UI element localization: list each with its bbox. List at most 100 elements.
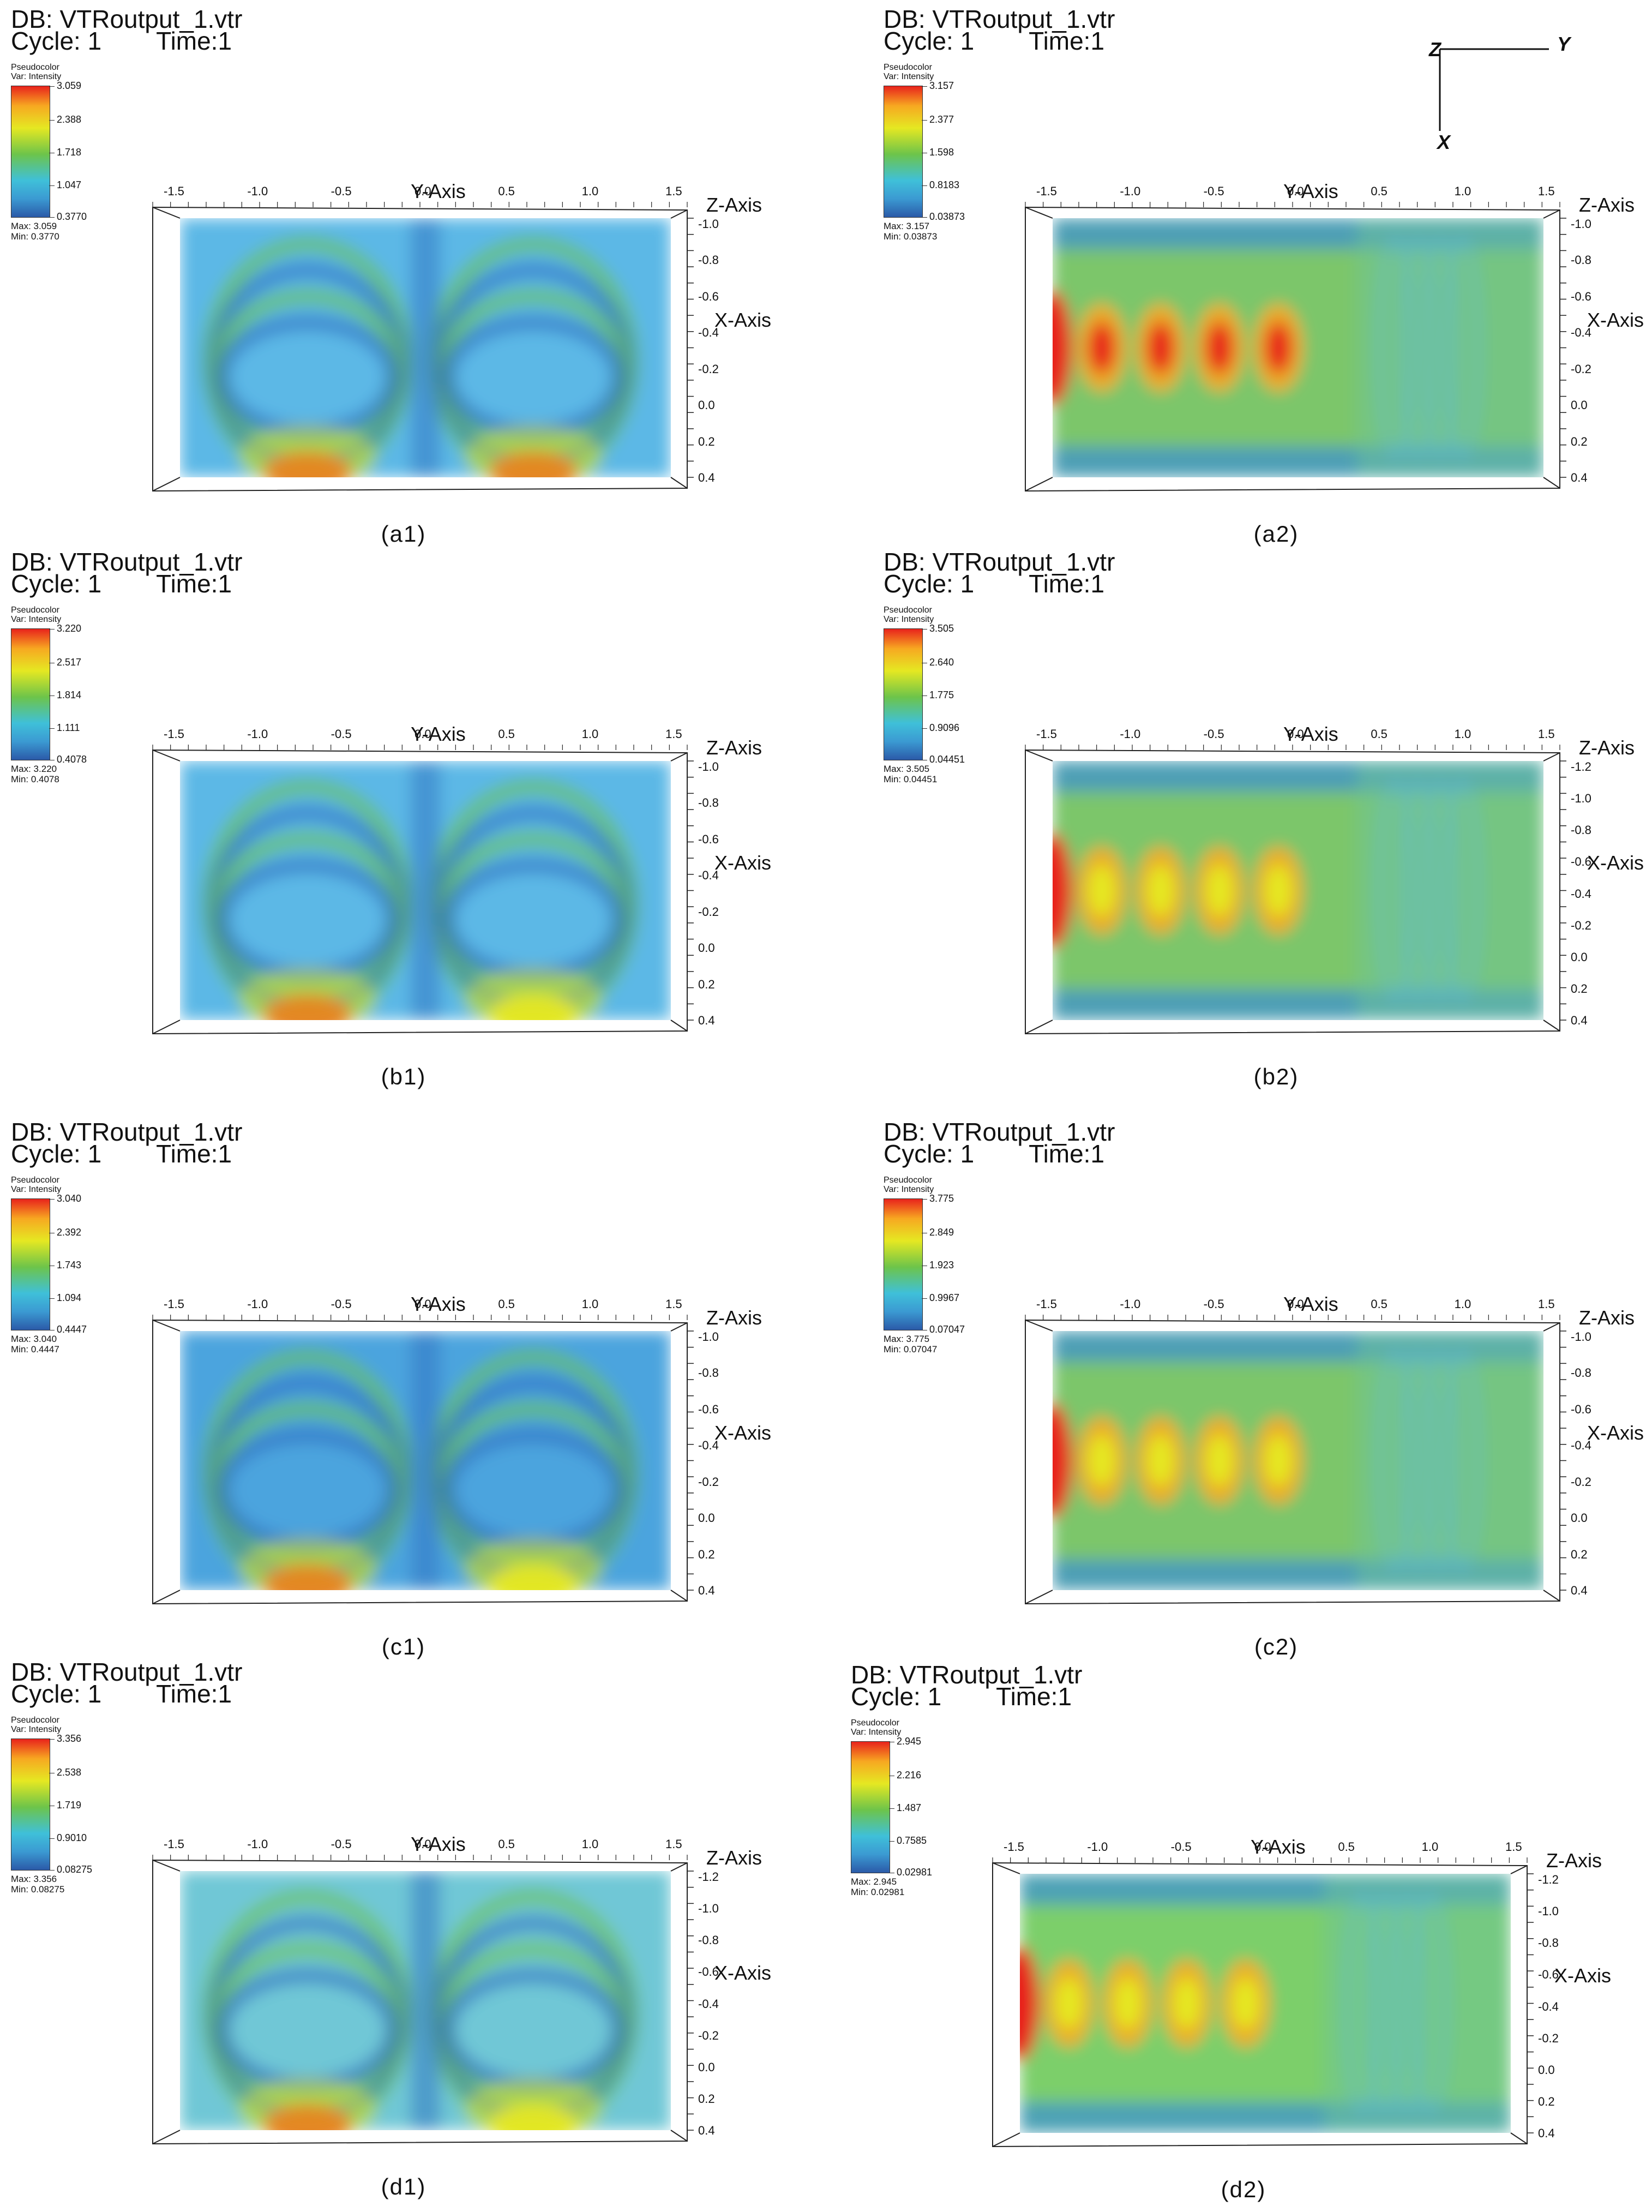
x-tick-label: 0.0	[698, 2060, 715, 2074]
cycle-label: Cycle: 1	[11, 570, 102, 598]
panel-caption: (d1)	[381, 2174, 426, 2199]
x-tick-label: -0.4	[1538, 1999, 1559, 2013]
db-label: DB: VTRoutput_1.vtr	[884, 548, 1115, 576]
colorbar-gradient	[11, 628, 50, 760]
y-tick-label: 0.0	[414, 727, 431, 741]
y-tick-label: 1.5	[1505, 1840, 1522, 1854]
legend-minmax: Max: 2.945 Min: 0.02981	[851, 1877, 904, 1897]
y-tick-label: 1.0	[581, 1297, 599, 1311]
legend-min: Min: 0.04451	[884, 774, 938, 784]
x-axis-title: X-Axis	[1587, 852, 1644, 874]
heat-field-c2	[1053, 1331, 1543, 1590]
x-tick-label: -0.4	[1571, 1438, 1591, 1453]
colorbar-tick-label: 2.216	[889, 1770, 921, 1780]
panel-caption: (d2)	[1221, 2177, 1266, 2202]
panel-header: DB: VTRoutput_1.vtr Cycle: 1 Time:1	[11, 5, 286, 55]
y-tick-label: -1.0	[1120, 727, 1141, 741]
legend-max: Max: 3.505	[884, 764, 930, 774]
x-tick-label: -0.6	[698, 1402, 719, 1416]
y-tick-label: -0.5	[1203, 727, 1224, 741]
colorbar-tick-label: 3.040	[49, 1194, 81, 1203]
colorbar-tick-label: 1.718	[49, 147, 81, 157]
triad-x-label: X	[1437, 131, 1451, 153]
legend-max: Max: 3.059	[11, 221, 57, 231]
db-label: DB: VTRoutput_1.vtr	[884, 5, 1115, 33]
colorbar-tick-label: 0.03873	[922, 212, 965, 221]
panel-header: DB: VTRoutput_1.vtr Cycle: 1 Time:1	[11, 1659, 286, 1708]
x-tick-label: 0.0	[1571, 1511, 1588, 1525]
y-tick-label: -1.0	[247, 727, 268, 741]
z-axis-title: Z-Axis	[706, 194, 762, 216]
x-tick-label: 0.0	[1571, 398, 1588, 412]
legend-title: Pseudocolor	[11, 606, 59, 615]
y-tick-label: 1.5	[665, 1837, 682, 1851]
field-viewport	[1020, 1874, 1511, 2133]
colorbar-legend: Pseudocolor Var: Intensity 2.945 2.216 1.487…	[851, 1718, 1014, 1915]
legend-title: Pseudocolor	[851, 1718, 899, 1728]
legend-var: Var: Intensity	[11, 1725, 62, 1734]
time-label: Time:1	[156, 1680, 232, 1708]
legend-var: Var: Intensity	[884, 1185, 934, 1194]
colorbar-tick-label: 0.4078	[49, 754, 87, 764]
y-tick-label: -1.5	[1036, 184, 1057, 198]
y-tick-label: 1.0	[1454, 1297, 1471, 1311]
legend-min: Min: 0.4447	[11, 1344, 59, 1354]
axis-triad: Z Y X	[1413, 22, 1576, 164]
y-tick-label: -1.5	[164, 1837, 184, 1851]
colorbar-tick-label: 1.598	[922, 147, 954, 157]
x-tick-label: -0.2	[1571, 918, 1591, 932]
plot-svg	[152, 1315, 694, 1605]
legend-title: Pseudocolor	[884, 606, 932, 615]
plot-area: -1.5 -1.0 -0.5 0.0 0.5 1.0 1.5 -1.0 -0.8 -0.6 -0.4…	[147, 180, 818, 521]
colorbar-tick-label: 1.923	[922, 1260, 954, 1270]
y-tick-label: 0.5	[498, 184, 515, 198]
legend-minmax: Max: 3.059 Min: 0.3770	[11, 221, 59, 242]
colorbar-tick-label: 2.945	[889, 1736, 921, 1746]
plot-area: -1.5 -1.0 -0.5 0.0 0.5 1.0 1.5 -1.0 -0.8 -0.6 -0.4…	[1020, 1293, 1652, 1634]
colorbar-gradient	[884, 628, 923, 760]
x-tick-label: -0.6	[1571, 855, 1591, 869]
x-tick-label: -0.2	[1571, 362, 1591, 376]
y-tick-label: 1.5	[665, 184, 682, 198]
heat-field-d2	[1020, 1874, 1511, 2133]
panel-caption: (a1)	[381, 521, 426, 547]
x-tick-label: -0.8	[698, 1933, 719, 1947]
colorbar-tick-label: 2.538	[49, 1767, 81, 1777]
db-label: DB: VTRoutput_1.vtr	[11, 5, 243, 33]
cycle-label: Cycle: 1	[11, 1140, 102, 1168]
panel-caption: (c1)	[381, 1634, 426, 1659]
plot-area: -1.5 -1.0 -0.5 0.0 0.5 1.0 1.5 -1.2 -1.0 -0.8 -0.6…	[987, 1836, 1652, 2177]
heat-field-b2	[1053, 761, 1543, 1020]
legend-title: Pseudocolor	[11, 1716, 59, 1725]
x-tick-label: 0.0	[1538, 2063, 1555, 2077]
colorbar-gradient	[884, 1198, 923, 1330]
y-tick-label: 0.5	[1371, 1297, 1387, 1311]
triad-y-label: Y	[1557, 33, 1571, 55]
x-tick-label: 0.4	[1538, 2126, 1555, 2140]
colorbar-tick-label: 0.9967	[922, 1293, 959, 1303]
y-tick-label: 0.5	[498, 1297, 515, 1311]
z-axis-title: Z-Axis	[706, 1306, 762, 1329]
colorbar-tick-label: 3.220	[49, 624, 81, 633]
colorbar-tick-label: 1.111	[49, 723, 80, 733]
y-tick-label: -0.5	[1203, 1297, 1224, 1311]
y-tick-label: -1.0	[1120, 184, 1141, 198]
x-tick-label: 0.4	[1571, 1014, 1588, 1027]
x-tick-label: -0.8	[698, 1366, 719, 1380]
y-tick-label: 1.0	[581, 184, 599, 198]
z-axis-title: Z-Axis	[1579, 736, 1635, 759]
plot-svg	[1025, 202, 1566, 492]
x-tick-label: -1.0	[698, 1902, 719, 1916]
legend-title: Pseudocolor	[11, 63, 59, 72]
colorbar-tick-label: 3.059	[49, 81, 81, 91]
x-tick-label: 0.0	[698, 1511, 715, 1525]
colorbar-tick-label: 1.719	[49, 1800, 81, 1810]
colorbar-tick-label: 0.08275	[49, 1865, 92, 1874]
panel-header: DB: VTRoutput_1.vtr Cycle: 1 Time:1	[851, 1662, 1126, 1709]
y-tick-label: 1.0	[581, 1837, 599, 1851]
y-axis-title: Y-Axis	[411, 723, 466, 745]
plot-svg	[152, 1855, 694, 2145]
cycle-label: Cycle: 1	[11, 27, 102, 55]
y-tick-label: -1.5	[1004, 1840, 1024, 1854]
x-tick-label: -0.2	[698, 362, 719, 376]
